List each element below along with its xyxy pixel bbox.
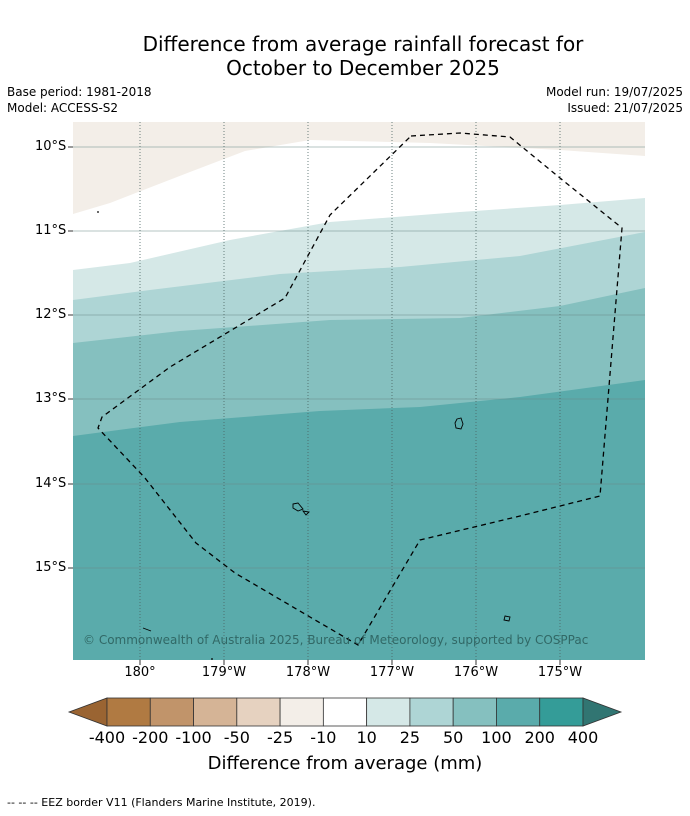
colorbar-tick-label: -25 (267, 728, 294, 747)
lon-label: 177°W (369, 665, 415, 680)
lat-label: 11°S (35, 223, 67, 238)
band-m25-m10 (73, 122, 645, 214)
colorbar-tick-label: 400 (567, 728, 599, 747)
colorbar-segment (409, 697, 454, 727)
model-run-text: Model run: 19/07/2025 (545, 85, 683, 99)
colorbar-extend-high (582, 697, 623, 727)
colorbar-tick-label: 50 (442, 728, 464, 747)
colorbar-tick-label: 10 (356, 728, 377, 747)
colorbar-tick-label: -200 (132, 728, 169, 747)
island-shape (503, 615, 511, 622)
lat-gridlines (73, 146, 645, 569)
issued-text: Issued: 21/07/2025 (567, 101, 683, 115)
base-period-text: Base period: 1981-2018 (7, 85, 152, 99)
lon-label: 180° (124, 665, 156, 680)
island-shape (301, 510, 310, 516)
colorbar-segment (452, 697, 497, 727)
colorbar-segment (366, 697, 411, 727)
island-shape (454, 417, 464, 430)
colorbar-segment (279, 697, 324, 727)
colorbar-segment (236, 697, 281, 727)
colorbar-tick-label: 100 (481, 728, 512, 747)
colorbar-segment (496, 697, 541, 727)
colorbar-segment (106, 697, 151, 727)
lon-label: 175°W (537, 665, 583, 680)
chart-title-line1: Difference from average rainfall forecas… (142, 32, 584, 56)
eez-border (97, 132, 623, 646)
chart-title-line2: October to December 2025 (226, 56, 500, 80)
model-text: Model: ACCESS-S2 (7, 101, 119, 115)
colorbar-tick-label: -50 (223, 728, 250, 747)
island-shape (292, 502, 304, 512)
lat-label: 10°S (35, 139, 67, 154)
colorbar-segment (539, 697, 584, 727)
eez-footnote: -- -- -- EEZ border V11 (Flanders Marine… (7, 796, 316, 809)
colorbar-tick-label: 200 (524, 728, 555, 747)
lat-label: 12°S (35, 307, 67, 322)
colorbar-tick-label: -10 (310, 728, 337, 747)
lat-label: 15°S (35, 560, 67, 575)
map-panel (73, 122, 645, 660)
colorbar-segment (193, 697, 238, 727)
colorbar-tick-label: 25 (399, 728, 421, 747)
axis-ticks (68, 146, 561, 665)
lat-label: 13°S (35, 391, 67, 406)
lon-label: 178°W (285, 665, 331, 680)
colorbar-tick-label: -400 (88, 728, 126, 747)
colorbar-segment (322, 697, 368, 727)
colorbar-title: Difference from average (mm) (207, 753, 483, 774)
island-shape (97, 211, 99, 213)
island-shape (142, 627, 152, 632)
colorbar-segment (149, 697, 194, 727)
colorbar-extend-low (67, 697, 108, 727)
island-shape (211, 658, 213, 660)
copyright-text: © Commonwealth of Australia 2025, Bureau… (83, 633, 589, 647)
lon-label: 176°W (453, 665, 499, 680)
colorbar (67, 697, 623, 727)
lat-label: 14°S (35, 476, 67, 491)
colorbar-tick-label: -100 (175, 728, 212, 747)
lon-label: 179°W (201, 665, 247, 680)
